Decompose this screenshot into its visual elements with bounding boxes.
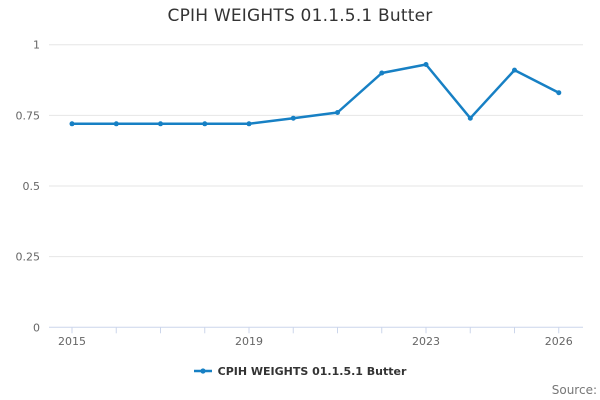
source-label: Source: bbox=[551, 383, 597, 397]
y-tick-label: 0.25 bbox=[16, 251, 41, 264]
x-tick-label: 2026 bbox=[545, 335, 573, 348]
legend-label: CPIH WEIGHTS 01.1.5.1 Butter bbox=[217, 364, 407, 378]
y-tick-label: 0.5 bbox=[23, 180, 41, 193]
data-point-marker[interactable] bbox=[512, 67, 517, 73]
y-tick-label: 0 bbox=[33, 321, 40, 334]
y-tick-label: 0.75 bbox=[16, 109, 41, 122]
x-tick-label: 2015 bbox=[58, 335, 86, 348]
data-point-marker[interactable] bbox=[290, 115, 296, 121]
x-tick-label: 2019 bbox=[235, 335, 263, 348]
legend-item[interactable]: CPIH WEIGHTS 01.1.5.1 Butter bbox=[0, 362, 600, 380]
data-point-marker[interactable] bbox=[246, 121, 252, 127]
data-point-marker[interactable] bbox=[69, 121, 75, 127]
chart-title: CPIH WEIGHTS 01.1.5.1 Butter bbox=[167, 6, 433, 26]
data-point-marker[interactable] bbox=[467, 115, 473, 121]
data-point-marker[interactable] bbox=[113, 121, 119, 127]
data-point-marker[interactable] bbox=[423, 62, 429, 67]
legend-marker-icon bbox=[193, 368, 212, 374]
data-point-marker[interactable] bbox=[379, 70, 385, 76]
series-line bbox=[70, 63, 561, 126]
data-point-marker[interactable] bbox=[158, 121, 163, 127]
x-tick-label: 2023 bbox=[412, 335, 440, 348]
data-point-marker[interactable] bbox=[556, 90, 562, 96]
plot-area: 0 0.25 0.5 0.75 1 2015 2019 2023 2026 bbox=[16, 39, 583, 348]
y-tick-label: 1 bbox=[33, 39, 40, 52]
data-point-marker[interactable] bbox=[335, 110, 340, 115]
data-point-marker[interactable] bbox=[202, 121, 208, 127]
